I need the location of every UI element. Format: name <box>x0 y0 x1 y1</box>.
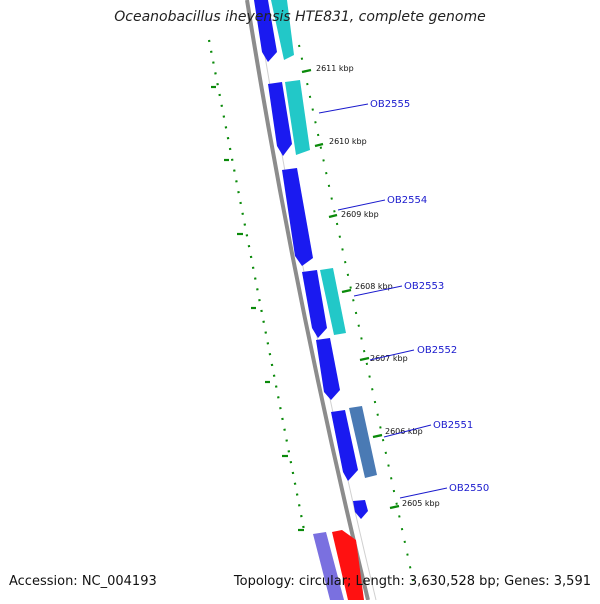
accession-text: Accession: NC_004193 <box>9 574 157 589</box>
genome-summary-text: Topology: circular; Length: 3,630,528 bp… <box>233 574 591 589</box>
gene-label-ob2553[interactable]: OB2553 <box>404 281 444 292</box>
cds-ob2550-blue[interactable] <box>353 500 368 519</box>
cds-bottom-violet[interactable] <box>313 532 344 600</box>
genome-backbone <box>245 0 370 601</box>
kbp-label: 2611 kbp <box>316 64 354 73</box>
outer-major-ticks <box>301 68 400 510</box>
cds-features <box>254 0 377 600</box>
gene-labels: OB2555 OB2554 OB2553 OB2552 OB2551 OB255… <box>370 99 489 494</box>
cds-ob2553-blue[interactable] <box>302 270 327 338</box>
cds-top-blue[interactable] <box>254 0 277 62</box>
gene-label-ob2551[interactable]: OB2551 <box>433 420 473 431</box>
cds-ob2554-blue[interactable] <box>282 168 313 266</box>
inner-major-ticks <box>211 85 304 532</box>
kbp-label: 2610 kbp <box>329 137 367 146</box>
cds-ob2555-cyan[interactable] <box>285 80 310 155</box>
kbp-label: 2608 kbp <box>355 282 393 291</box>
cds-top-cyan[interactable] <box>271 0 294 60</box>
cds-ob2555-blue[interactable] <box>268 82 292 156</box>
kbp-label: 2607 kbp <box>370 354 408 363</box>
map-title: Oceanobacillus iheyensis HTE831, complet… <box>114 9 486 25</box>
outer-tick-track <box>298 44 416 591</box>
gene-label-ob2550[interactable]: OB2550 <box>449 483 489 494</box>
gene-label-ob2552[interactable]: OB2552 <box>417 345 457 356</box>
kbp-label: 2605 kbp <box>402 499 440 508</box>
cds-ob2551-blue[interactable] <box>331 410 358 481</box>
cds-ob2551-steel[interactable] <box>349 406 377 478</box>
cds-bottom-red[interactable] <box>332 530 364 600</box>
cds-ob2552-blue[interactable] <box>316 338 340 400</box>
gene-label-ob2554[interactable]: OB2554 <box>387 195 427 206</box>
gene-leader-lines <box>318 103 448 499</box>
kbp-label: 2609 kbp <box>341 210 379 219</box>
cds-ob2553-cyan[interactable] <box>320 268 346 335</box>
gene-label-ob2555[interactable]: OB2555 <box>370 99 410 110</box>
